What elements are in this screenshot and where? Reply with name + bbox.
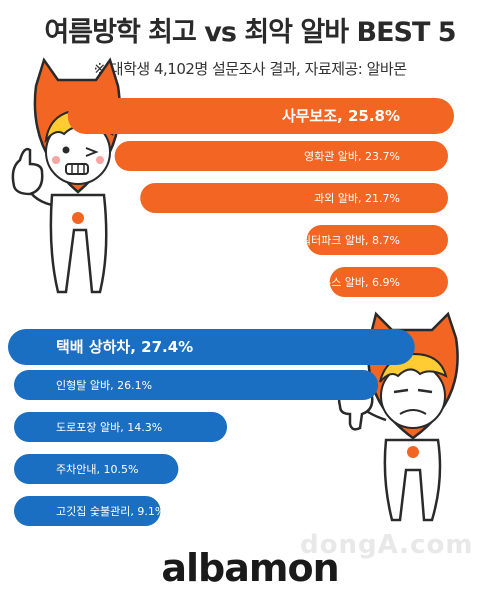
bar-2 bbox=[114, 141, 448, 171]
thumbs-up-mascot-icon bbox=[11, 57, 121, 294]
bar-2 bbox=[14, 370, 379, 400]
bar-label-1: 사무보조, 25.8% bbox=[282, 107, 400, 125]
bar-5 bbox=[14, 496, 161, 526]
worst-bars: 택배 상하차, 27.4% 인형탈 알바, 26.1% 도로포장 알바, 14.3%… bbox=[8, 329, 415, 526]
bar-label-2: 영화관 알바, 23.7% bbox=[304, 149, 400, 163]
bar-3 bbox=[14, 412, 228, 442]
bar-label-3: 도로포장 알바, 14.3% bbox=[56, 420, 162, 434]
bar-4 bbox=[306, 225, 448, 255]
bar-label-5: 고깃집 숯불관리, 9.1% bbox=[56, 505, 165, 518]
bar-label-4: 주차안내, 10.5% bbox=[56, 463, 138, 476]
bar-label-3: 과외 알바, 21.7% bbox=[314, 191, 400, 205]
bar-1 bbox=[8, 329, 415, 365]
bar-label-2: 인형탈 알바, 26.1% bbox=[56, 378, 152, 392]
best-bars: 사무보조, 25.8% 영화관 알바, 23.7% 과외 알바, 21.7% 워터파크… bbox=[67, 98, 454, 297]
bar-3 bbox=[140, 183, 449, 213]
bar-label-5: 게스트하우스 알바, 6.9% bbox=[281, 275, 400, 289]
chart-title: 여름방학 최고 vs 최악 알바 BEST 5 bbox=[44, 17, 456, 48]
bar-label-4: 워터파크 알바, 8.7% bbox=[301, 233, 400, 247]
watermark: dongA.com bbox=[300, 530, 474, 560]
chart-subtitle: ※ 대학생 4,102명 설문조사 결과, 자료제공: 알바몬 bbox=[93, 60, 407, 78]
bar-4 bbox=[14, 454, 179, 484]
bar-1 bbox=[67, 98, 454, 134]
albamon-logo: albamon bbox=[161, 546, 339, 590]
bar-label-1: 택배 상하차, 27.4% bbox=[56, 338, 193, 356]
bar-5 bbox=[329, 267, 448, 297]
